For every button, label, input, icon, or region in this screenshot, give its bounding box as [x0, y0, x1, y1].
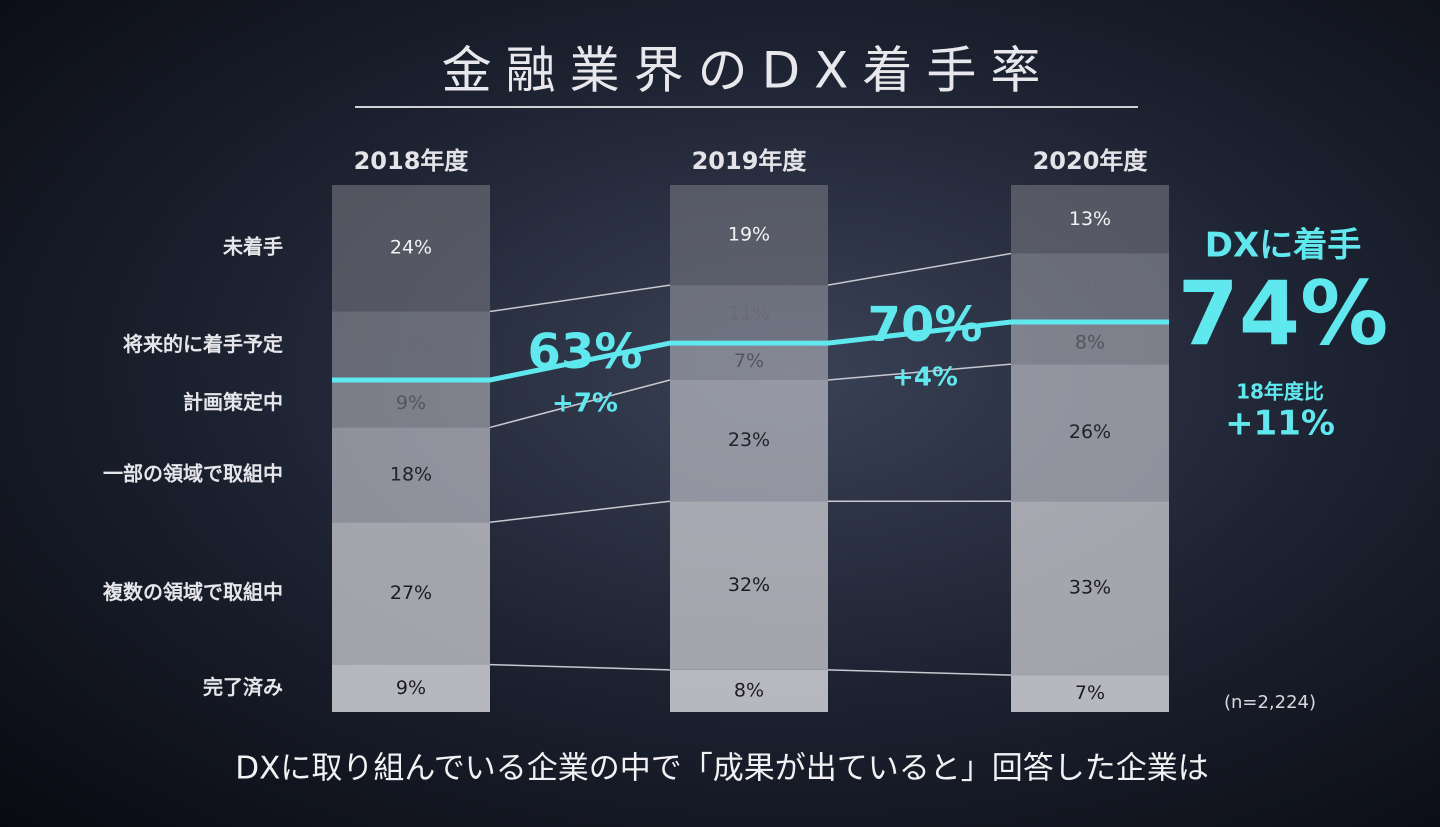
bar-segment [332, 427, 490, 523]
x-tick-label: 2019年度 [692, 147, 808, 175]
sample-note: (n=2,224) [1224, 692, 1316, 713]
value-label: 19% [728, 224, 770, 246]
caption: DXに取り組んでいる企業の中で「成果が出ていると」回答した企業は [235, 751, 1209, 787]
callout-value: 74% [1178, 262, 1389, 365]
connector-line [489, 379, 671, 429]
annotation-change: +7% [552, 389, 618, 419]
category-label: 一部の領域で取組中 [103, 461, 283, 485]
bar-segment [670, 669, 828, 712]
x-tick-label: 2018年度 [354, 147, 470, 175]
value-label: 27% [390, 582, 432, 604]
chart-title: 金融業界のDX着手率 [442, 42, 1055, 100]
value-label: 33% [1069, 577, 1111, 599]
x-tick-label: 2020年度 [1033, 147, 1149, 175]
category-label: 将来的に着手予定 [123, 332, 283, 356]
value-label: 18% [390, 463, 432, 485]
bar-segment [332, 522, 490, 665]
bar-segment [1011, 253, 1169, 323]
bar-segment [670, 379, 828, 502]
callout-label: DXに着手 [1205, 226, 1361, 266]
value-label: 7% [734, 350, 764, 372]
category-label: 複数の領域で取組中 [103, 580, 283, 604]
category-label: 計画策定中 [183, 390, 283, 414]
value-label: 13% [1069, 276, 1111, 298]
annotation: 70% [868, 297, 983, 353]
connector-line [827, 252, 1012, 286]
connector-line [827, 363, 1012, 381]
bar-segment [1011, 501, 1169, 676]
connector-line [489, 663, 671, 671]
bar-segment [670, 185, 828, 286]
value-label: 24% [390, 237, 432, 259]
value-label: 11% [728, 303, 770, 325]
bar-segment [332, 185, 490, 312]
connector-line [489, 500, 671, 524]
highlight-line [332, 319, 1169, 383]
value-label: 9% [396, 392, 426, 414]
connector-line [827, 669, 1012, 676]
value-label: 7% [1075, 682, 1105, 704]
bar-segment [332, 379, 490, 428]
value-label: 32% [728, 574, 770, 596]
bar-segment [1011, 185, 1169, 254]
bar-segment [1011, 322, 1169, 365]
category-label: 完了済み [203, 675, 283, 699]
value-label: 23% [728, 429, 770, 451]
bar-segment [670, 501, 828, 670]
callout-comparison: +11% [1225, 404, 1335, 444]
annotation: 63% [528, 324, 643, 380]
bar-segment [332, 311, 490, 380]
value-label: 8% [734, 679, 764, 701]
bar-segment [1011, 364, 1169, 502]
value-label: 13% [1069, 208, 1111, 230]
connector-line [489, 284, 671, 313]
annotation-change: +4% [892, 363, 958, 393]
value-label: 26% [1069, 421, 1111, 443]
bar-segment [670, 343, 828, 380]
callout-comparison-label: 18年度比 [1236, 380, 1324, 404]
value-label: 9% [396, 677, 426, 699]
bar-segment [670, 285, 828, 344]
value-label: 8% [1075, 332, 1105, 354]
bar-segment [1011, 675, 1169, 712]
value-label: 13% [390, 334, 432, 356]
bar-segment [332, 664, 490, 712]
category-label: 未着手 [223, 235, 283, 259]
